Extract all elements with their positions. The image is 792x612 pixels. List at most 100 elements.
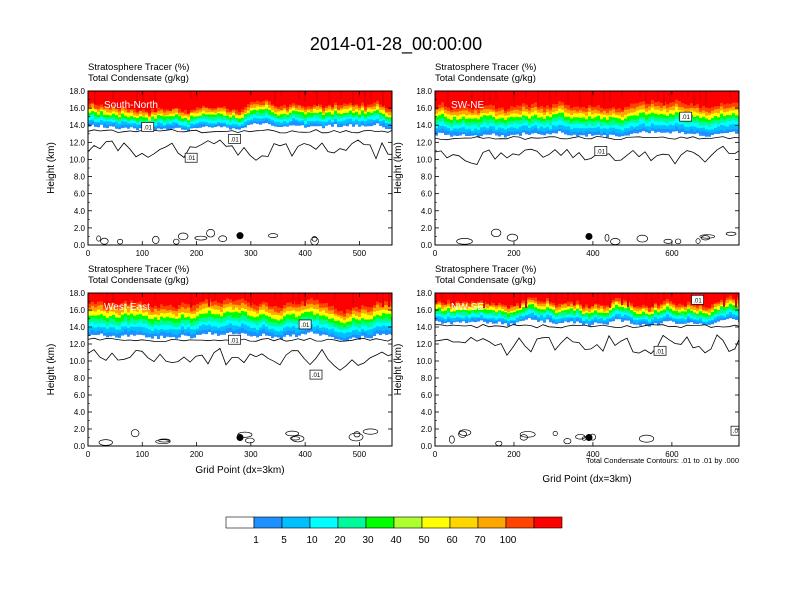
y-tick-label: 8.0 — [74, 374, 86, 383]
low-condensate-contour — [563, 438, 572, 445]
colorbar-swatch — [393, 516, 423, 529]
tracer-streak — [609, 91, 611, 103]
y-tick-label: 12.0 — [416, 138, 432, 147]
low-condensate-contour — [98, 439, 113, 446]
tracer-streak — [699, 91, 701, 101]
panel-label-condensate: Total Condensate (g/kg) — [435, 73, 536, 84]
tracer-streak — [519, 293, 521, 309]
panel-south-north: Stratosphere Tracer (%)Total Condensate … — [46, 62, 393, 258]
condensate-contour — [88, 347, 392, 371]
low-condensate-contour — [552, 430, 558, 437]
contour-label-box — [298, 319, 312, 330]
tracer-streak — [567, 91, 569, 105]
tracer-streak — [597, 293, 599, 302]
y-tick-label: 8.0 — [421, 374, 433, 383]
tracer-streak — [214, 293, 216, 301]
y-tick-label: 16.0 — [416, 306, 432, 315]
contour-label: .01 — [301, 323, 310, 329]
low-condensate-contour — [362, 428, 379, 435]
tracer-streak — [657, 293, 659, 299]
y-tick-label: 12.0 — [69, 138, 85, 147]
low-condensate-contour — [218, 235, 228, 242]
tracer-streak — [250, 293, 252, 306]
tracer-streak — [382, 293, 384, 308]
tracer-streak — [537, 91, 539, 106]
contour-label: .01 — [656, 349, 665, 355]
tracer-streak — [705, 91, 707, 105]
y-tick-label: 6.0 — [74, 391, 86, 400]
x-tick-label: 100 — [136, 249, 150, 258]
low-condensate-contour — [311, 236, 318, 242]
panel-name: West-East — [104, 302, 150, 313]
low-condensate-contour — [490, 228, 502, 238]
y-tick-label: 2.0 — [421, 425, 433, 434]
tracer-streak — [693, 91, 695, 106]
contour-label: .01 — [312, 373, 321, 379]
y-tick-label: 10.0 — [416, 357, 432, 366]
low-condensate-contour — [675, 238, 682, 245]
low-condensate-contour — [206, 229, 216, 238]
contour-label-box — [228, 134, 241, 144]
x-tick-label: 200 — [507, 450, 521, 459]
tracer-streak — [316, 293, 318, 299]
colorbar-swatch — [477, 516, 507, 529]
low-condensate-contour — [173, 238, 180, 245]
tracer-streak — [663, 293, 665, 301]
contour-label-box — [594, 146, 608, 156]
tracer-streak — [208, 293, 210, 307]
contour-label: .01 — [144, 125, 153, 131]
colorbar-level: 5 — [281, 535, 287, 546]
tracer-streak — [561, 293, 563, 299]
tracer-streak — [525, 293, 527, 309]
location-marker — [585, 434, 593, 441]
low-condensate-contour — [506, 233, 519, 242]
tracer-streak — [435, 91, 437, 101]
x-tick-label: 300 — [244, 450, 258, 459]
tracer-streak — [495, 91, 497, 100]
panel-label-condensate: Total Condensate (g/kg) — [435, 275, 536, 286]
colorbar-level: 10 — [306, 535, 318, 546]
tracer-streak — [681, 293, 683, 302]
x-axis-label: Grid Point (dx=3km) — [195, 465, 284, 476]
y-tick-label: 2.0 — [421, 224, 433, 233]
y-tick-label: 16.0 — [416, 104, 432, 113]
x-axis-label: Grid Point (dx=3km) — [542, 474, 631, 485]
y-tick-label: 0.0 — [74, 241, 86, 250]
low-condensate-contour — [291, 435, 305, 443]
condensate-contour — [88, 337, 392, 342]
tracer-streak — [340, 91, 342, 99]
contour-label-box — [309, 369, 323, 380]
contour-label-box — [141, 122, 155, 132]
colorbar-level: 30 — [362, 535, 374, 546]
panel-name: South-North — [104, 100, 158, 111]
contour-label: .01 — [597, 149, 606, 155]
condensate-contour — [88, 129, 392, 134]
tracer-streak — [687, 91, 689, 97]
low-condensate-contour — [155, 439, 171, 445]
panel-label-condensate: Total Condensate (g/kg) — [88, 275, 189, 286]
y-tick-label: 4.0 — [74, 408, 86, 417]
x-tick-label: 400 — [586, 450, 600, 459]
tracer-streak — [609, 293, 611, 308]
x-tick-label: 200 — [190, 249, 204, 258]
plot-area: .01 .01 .01 — [435, 293, 742, 446]
low-condensate-contour — [519, 431, 536, 438]
tracer-streak — [112, 91, 114, 101]
tracer-streak — [94, 91, 96, 104]
tracer-streak — [735, 293, 737, 308]
tracer-streak — [489, 293, 491, 305]
tracer-streak — [627, 293, 629, 308]
tracer-streak — [316, 91, 318, 107]
tracer-streak — [352, 293, 354, 307]
y-tick-label: 12.0 — [416, 340, 432, 349]
tracer-streak — [549, 293, 551, 303]
tracer-streak — [621, 293, 623, 306]
x-tick-label: 400 — [298, 450, 312, 459]
low-condensate-contour — [636, 234, 648, 243]
contour-note: Total Condensate Contours: .01 to .01 by… — [586, 456, 739, 465]
contour-label: .01 — [733, 429, 742, 435]
tracer-streak — [274, 91, 276, 103]
y-axis-label: Height (km) — [393, 142, 404, 194]
contour-label: .01 — [187, 156, 196, 162]
tracer-streak — [376, 293, 378, 301]
